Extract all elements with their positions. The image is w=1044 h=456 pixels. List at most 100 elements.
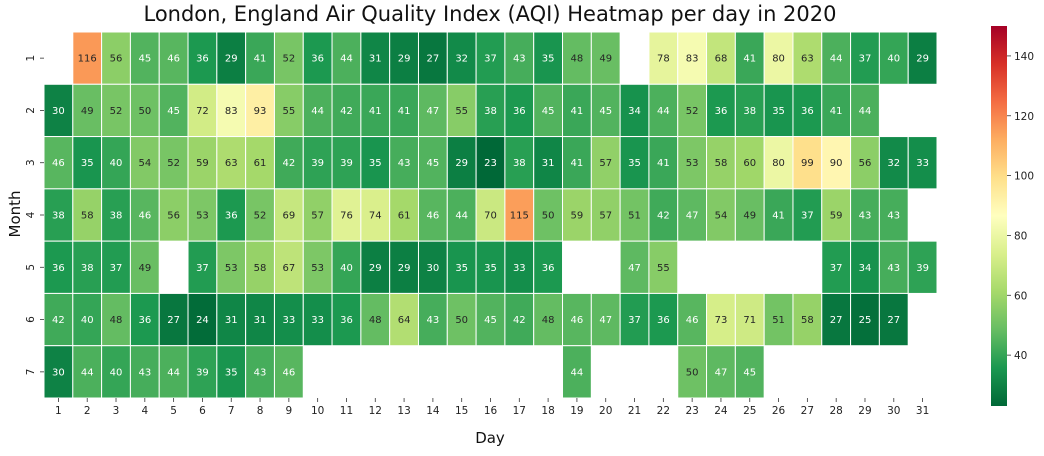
colorbar-tick-label: 100 <box>1014 171 1034 183</box>
heatmap-cell: 52 <box>245 188 275 242</box>
cell-rect <box>245 292 275 347</box>
heatmap-cell: 64 <box>389 292 419 347</box>
cell-rect <box>389 240 419 294</box>
heatmap-cell: 43 <box>389 136 419 190</box>
cell-value-label: 39 <box>916 263 929 274</box>
cell-value-label: 58 <box>801 315 814 326</box>
cell-rect <box>331 240 362 294</box>
heatmap-cell: 41 <box>763 188 794 242</box>
cell-value-label: 44 <box>311 106 324 117</box>
x-tick-label: 10 <box>311 405 324 417</box>
cell-rect <box>878 188 909 242</box>
cell-rect <box>504 136 535 190</box>
cell-rect <box>245 188 275 242</box>
heatmap-cell: 45 <box>129 31 160 85</box>
cell-value-label: 33 <box>311 315 324 326</box>
cell-value-label: 45 <box>167 106 180 117</box>
cell-value-label: 60 <box>743 158 756 169</box>
cell-value-label: 24 <box>196 315 209 326</box>
cell-value-label: 29 <box>455 158 468 169</box>
cell-rect <box>101 240 131 294</box>
heatmap-cell: 33 <box>907 136 938 190</box>
heatmap-cell: 42 <box>331 83 362 138</box>
heatmap-cell: 44 <box>158 345 189 399</box>
heatmap-cell: 56 <box>101 31 131 85</box>
cell-rect <box>216 188 247 242</box>
cell-value-label: 56 <box>859 158 872 169</box>
cell-value-label: 71 <box>743 315 756 326</box>
heatmap-cell: 61 <box>389 188 419 242</box>
heatmap-cell: 73 <box>706 292 736 347</box>
heatmap-cell: 39 <box>331 136 362 190</box>
cell-value-label: 45 <box>743 367 756 378</box>
cell-value-label: 58 <box>81 211 94 222</box>
heatmap-cell: 53 <box>187 188 218 242</box>
cell-value-label: 35 <box>628 158 641 169</box>
cell-value-label: 33 <box>916 158 929 169</box>
cell-value-label: 76 <box>340 211 353 222</box>
heatmap-cell: 55 <box>273 83 304 138</box>
cell-value-label: 31 <box>369 54 382 65</box>
cell-rect <box>72 83 103 138</box>
cell-rect <box>562 83 592 138</box>
heatmap-cell: 48 <box>533 292 564 347</box>
heatmap-cell: 48 <box>562 31 592 85</box>
heatmap-cell: 29 <box>389 240 419 294</box>
cell-value-label: 33 <box>513 263 526 274</box>
heatmap-cell: 42 <box>273 136 304 190</box>
heatmap-cell: 115 <box>504 188 535 242</box>
x-tick-label: 16 <box>484 405 498 417</box>
cell-value-label: 31 <box>542 158 555 169</box>
cell-value-label: 29 <box>369 263 382 274</box>
cell-value-label: 46 <box>138 211 151 222</box>
y-tick-label: 7 <box>25 369 37 376</box>
cell-value-label: 70 <box>484 211 497 222</box>
cell-value-label: 52 <box>686 106 699 117</box>
cell-value-label: 67 <box>282 263 295 274</box>
heatmap-cell: 83 <box>216 83 247 138</box>
heatmap-cell: 30 <box>417 240 448 294</box>
x-tick-label: 25 <box>743 405 756 417</box>
cell-value-label: 72 <box>196 106 209 117</box>
heatmap-cell: 42 <box>648 188 679 242</box>
cell-value-label: 83 <box>225 106 238 117</box>
cell-rect <box>446 31 477 85</box>
cell-value-label: 31 <box>225 315 238 326</box>
cell-value-label: 63 <box>801 54 814 65</box>
y-tick-label: 5 <box>25 264 37 271</box>
heatmap-cell: 38 <box>72 240 103 294</box>
cell-value-label: 29 <box>398 54 411 65</box>
heatmap-cell: 34 <box>619 83 650 138</box>
cell-value-label: 61 <box>254 158 267 169</box>
cell-value-label: 58 <box>254 263 267 274</box>
heatmap-cell: 43 <box>504 31 535 85</box>
heatmap-cell: 36 <box>187 31 218 85</box>
cell-value-label: 36 <box>715 106 728 117</box>
heatmap-cell: 30 <box>43 83 74 138</box>
x-tick-label: 3 <box>113 405 120 417</box>
heatmap-cell: 46 <box>562 292 592 347</box>
colorbar: 40 60 80 100 120 140 <box>991 26 1034 406</box>
cell-value-label: 51 <box>772 315 785 326</box>
cell-rect <box>302 188 333 242</box>
heatmap-cell: 56 <box>850 136 880 190</box>
cell-value-label: 38 <box>484 106 497 117</box>
cell-value-label: 29 <box>916 54 929 65</box>
heatmap-cell: 40 <box>101 345 131 399</box>
heatmap-cell: 35 <box>72 136 103 190</box>
y-axis-ticks: 1 2 3 4 5 6 7 <box>25 55 44 375</box>
cell-rect <box>706 31 736 85</box>
cell-rect <box>245 136 275 190</box>
cell-rect <box>648 292 679 347</box>
heatmap-cell: 90 <box>821 136 852 190</box>
cell-rect <box>677 136 708 190</box>
heatmap-cell: 29 <box>360 240 391 294</box>
heatmap-cell: 43 <box>417 292 448 347</box>
cell-rect <box>562 345 592 399</box>
heatmap-cell: 80 <box>763 31 794 85</box>
cell-value-label: 41 <box>830 106 843 117</box>
heatmap-cell: 37 <box>101 240 131 294</box>
y-tick-label: 6 <box>25 316 37 323</box>
cell-value-label: 40 <box>110 158 123 169</box>
